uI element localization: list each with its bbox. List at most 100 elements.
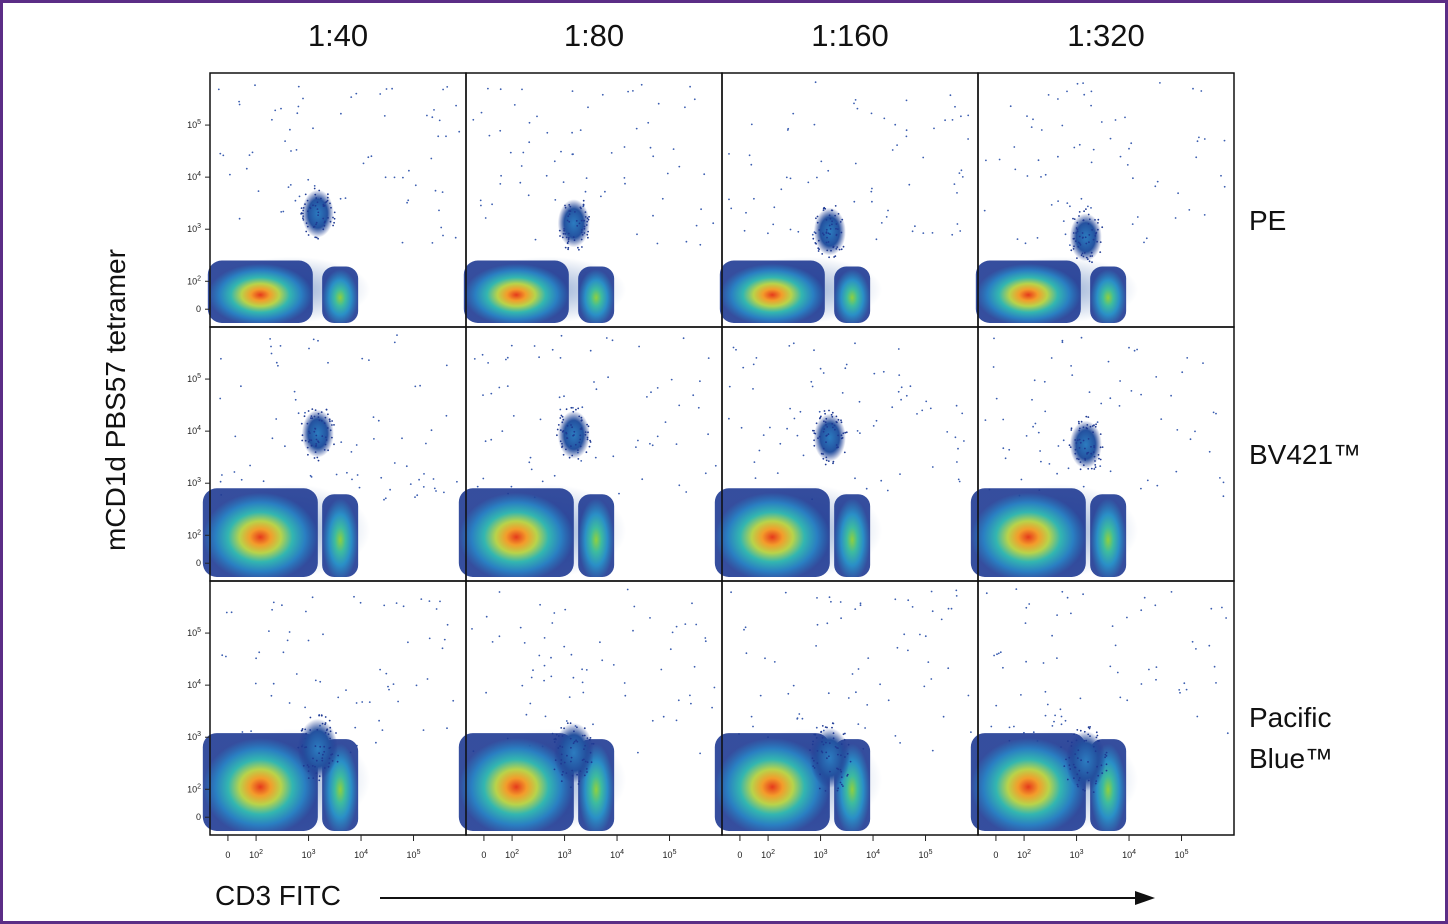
event-dot: [1079, 441, 1082, 444]
event-dot: [811, 757, 814, 760]
event-dot: [324, 443, 327, 446]
event-dot: [930, 678, 933, 680]
event-dot: [575, 220, 578, 222]
event-dot: [810, 380, 813, 383]
event-dot: [288, 702, 291, 704]
event-dot: [1033, 379, 1036, 382]
event-dot: [306, 210, 309, 213]
event-dot: [1062, 220, 1065, 223]
event-dot: [1078, 143, 1081, 146]
event-dot: [1043, 380, 1046, 383]
event-dot: [384, 497, 387, 500]
event-dot: [1111, 625, 1114, 627]
event-dot: [302, 764, 305, 767]
event-dot: [678, 404, 681, 407]
event-dot: [789, 228, 792, 231]
event-dot: [328, 747, 331, 750]
event-dot: [574, 211, 576, 213]
event-dot: [773, 661, 776, 663]
event-dot: [1075, 739, 1078, 742]
event-dot: [556, 428, 559, 431]
event-dot: [1130, 390, 1133, 392]
event-dot: [582, 203, 585, 206]
event-dot: [1057, 98, 1059, 100]
event-dot: [857, 668, 860, 670]
event-dot: [295, 673, 298, 675]
event-dot: [532, 669, 534, 672]
event-dot: [290, 150, 292, 152]
event-dot: [1096, 734, 1099, 737]
event-dot: [704, 637, 707, 639]
event-dot: [564, 206, 567, 209]
x-tick-label: 105: [919, 849, 933, 860]
event-dot: [651, 444, 654, 447]
event-dot: [891, 406, 894, 409]
row-label-pacific-blue: Pacific Blue™: [1249, 697, 1333, 779]
event-dot: [1203, 214, 1206, 216]
event-dot: [581, 734, 584, 737]
event-dot: [827, 460, 830, 462]
event-dot: [841, 218, 844, 221]
event-dot: [1013, 146, 1016, 148]
event-dot: [898, 374, 901, 376]
event-dot: [435, 490, 437, 492]
event-dot: [1160, 418, 1163, 420]
event-dot: [333, 217, 336, 220]
event-dot: [327, 449, 329, 452]
y-tick-label: 102: [187, 783, 201, 794]
event-dot: [896, 646, 899, 649]
event-dot: [700, 208, 702, 211]
event-dot: [578, 222, 581, 225]
event-dot: [827, 692, 830, 695]
event-dot: [714, 464, 717, 467]
event-dot: [1060, 715, 1063, 718]
event-dot: [578, 441, 581, 444]
event-dot: [578, 780, 581, 783]
event-dot: [940, 618, 943, 621]
nkt-tetramer-positive-population: [557, 199, 590, 248]
event-dot: [545, 174, 548, 177]
event-dot: [307, 234, 310, 236]
event-dot: [1088, 234, 1091, 236]
event-dot: [883, 117, 886, 120]
event-dot: [1082, 255, 1085, 258]
event-dot: [1073, 245, 1075, 248]
event-dot: [1101, 226, 1104, 229]
event-dot: [1015, 588, 1018, 590]
event-dot: [819, 416, 822, 419]
cd3-negative-population: [975, 260, 1081, 323]
event-dot: [317, 339, 319, 342]
event-dot: [1016, 238, 1019, 241]
column-header-1-320: 1:320: [1067, 18, 1145, 53]
event-dot: [954, 105, 956, 108]
event-dot: [813, 759, 815, 762]
event-dot: [866, 704, 869, 706]
event-dot: [1044, 173, 1047, 176]
event-dot: [315, 438, 318, 441]
cd3-negative-population: [458, 488, 574, 577]
event-dot: [581, 759, 584, 761]
event-dot: [304, 203, 306, 206]
event-dot: [583, 225, 586, 228]
event-dot: [823, 428, 826, 430]
event-dot: [565, 431, 568, 434]
event-dot: [993, 654, 995, 657]
event-dot: [281, 604, 283, 607]
event-dot: [635, 127, 638, 130]
event-dot: [414, 496, 416, 498]
event-dot: [930, 590, 933, 593]
event-dot: [523, 642, 526, 644]
event-dot: [506, 356, 509, 359]
event-dot: [586, 771, 588, 773]
event-dot: [1222, 495, 1225, 498]
event-dot: [574, 443, 577, 446]
panel-border: [977, 580, 1235, 836]
event-dot: [561, 430, 564, 433]
event-dot: [821, 736, 824, 739]
event-dot: [311, 765, 314, 767]
event-dot: [565, 772, 568, 774]
event-dot: [1069, 244, 1071, 247]
event-dot: [1087, 205, 1089, 208]
event-dot: [967, 138, 969, 140]
event-dot: [331, 420, 333, 422]
